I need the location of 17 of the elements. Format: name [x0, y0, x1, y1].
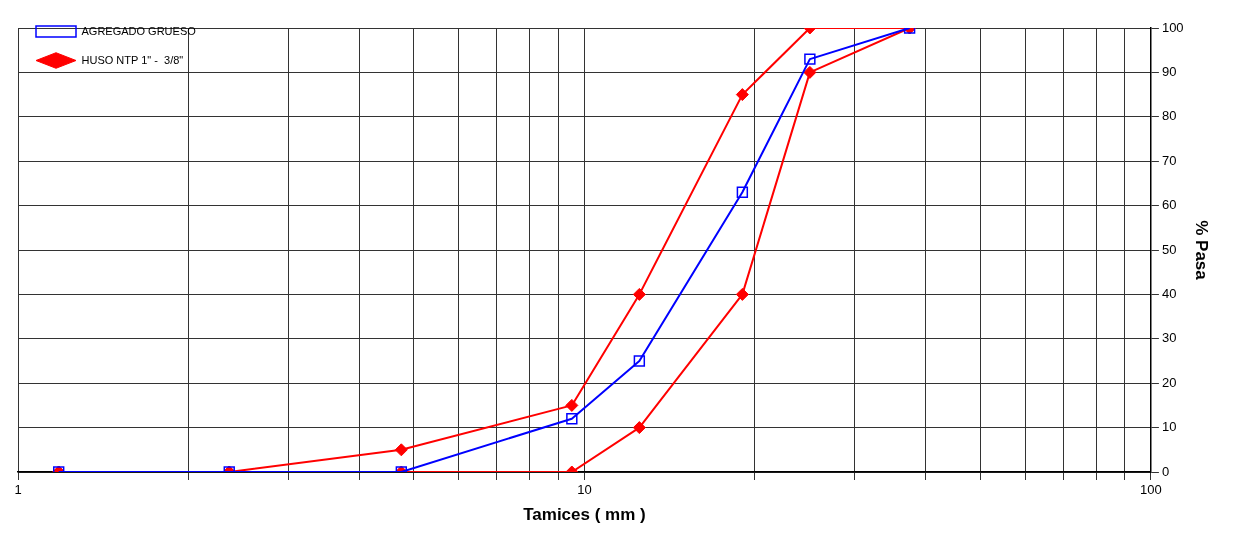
- y-tick-label: 60: [1161, 197, 1177, 213]
- y-tick-label: 50: [1161, 241, 1177, 257]
- y-tick-label: 20: [1161, 374, 1177, 390]
- y-tick-label: 70: [1161, 152, 1177, 168]
- legend-label: HUSO NTP 1" - 3/8": [81, 53, 184, 66]
- x-tick-label: 100: [1140, 482, 1162, 498]
- x-tick-label: 10: [577, 482, 592, 498]
- y-tick-label: 100: [1161, 19, 1184, 35]
- x-axis-title: Tamices ( mm ): [523, 505, 646, 525]
- y-tick-label: 30: [1161, 330, 1177, 346]
- x-tick-label: 1: [14, 482, 22, 498]
- y-axis-title: % Pasa: [1192, 220, 1212, 281]
- y-tick-label: 40: [1161, 285, 1177, 301]
- y-tick-label: 80: [1161, 108, 1177, 124]
- y-tick-label: 0: [1161, 463, 1170, 479]
- y-tick-label: 10: [1161, 419, 1177, 435]
- y-tick-label: 90: [1161, 63, 1177, 79]
